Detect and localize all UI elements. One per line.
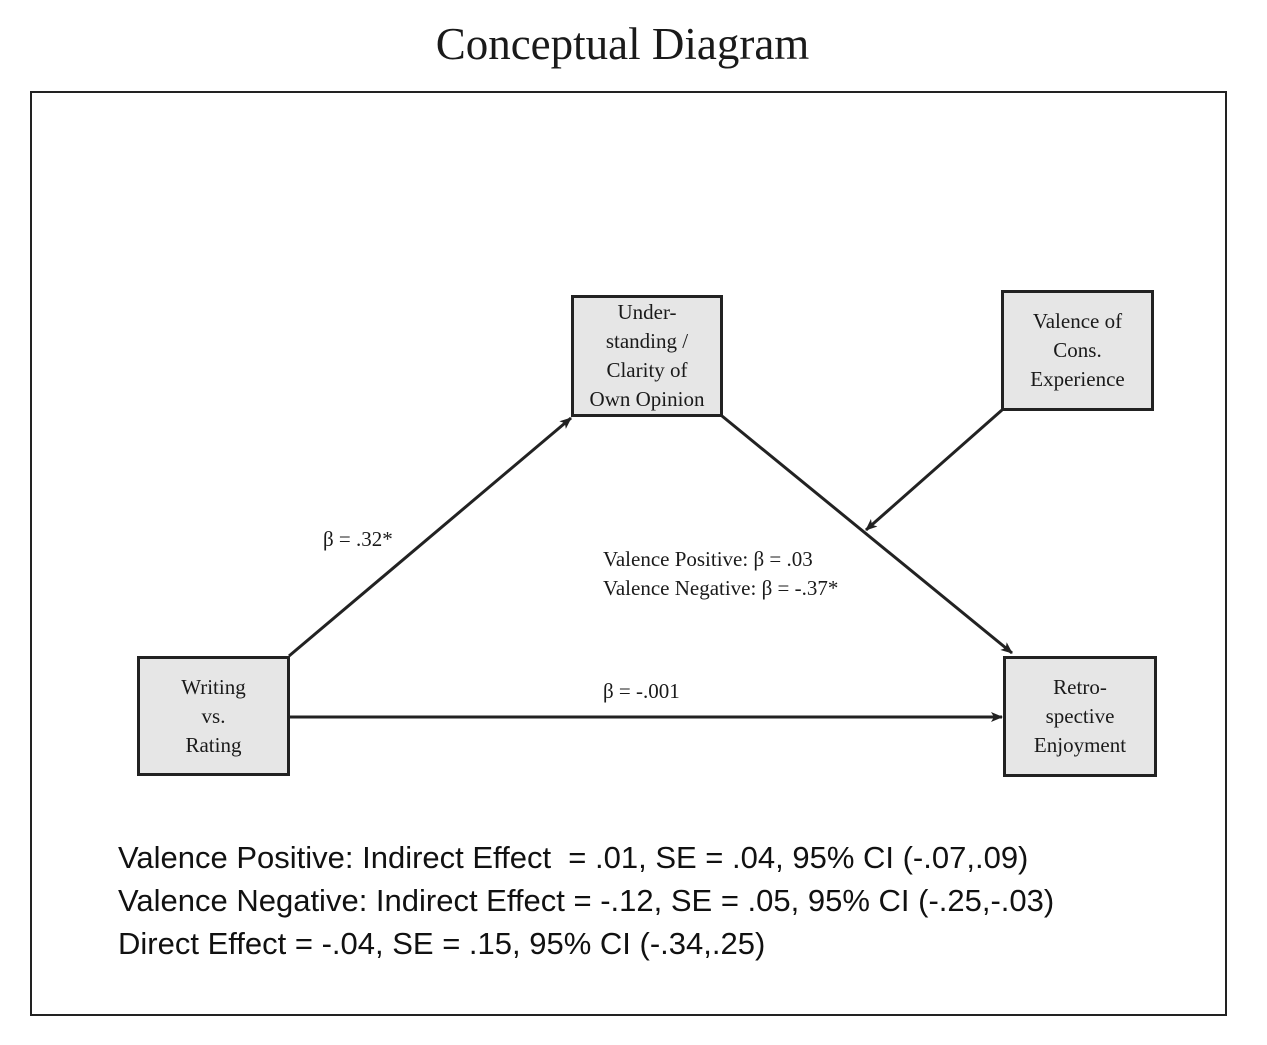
- direct-effect: Direct Effect = -.04, SE = .15, 95% CI (…: [118, 926, 766, 961]
- arrow-x-to-mediator: [288, 416, 572, 658]
- node-understanding-clarity-label: Under- standing / Clarity of Own Opinion: [589, 300, 705, 411]
- indirect-effect-positive: Valence Positive: Indirect Effect = .01,…: [118, 840, 1029, 875]
- b-path-positive-coefficient: Valence Positive: β = .03: [603, 547, 813, 571]
- node-valence-of-experience: Valence of Cons. Experience: [1001, 290, 1154, 411]
- b-path-negative-coefficient: Valence Negative: β = -.37*: [603, 576, 839, 600]
- effects-summary: Valence Positive: Indirect Effect = .01,…: [118, 836, 1054, 965]
- node-writing-vs-rating-label: Writing vs. Rating: [181, 674, 246, 757]
- indirect-effect-negative: Valence Negative: Indirect Effect = -.12…: [118, 883, 1055, 918]
- node-retrospective-enjoyment-label: Retro- spective Enjoyment: [1033, 675, 1127, 757]
- node-understanding-clarity: Under- standing / Clarity of Own Opinion: [571, 295, 723, 417]
- node-retrospective-enjoyment: Retro- spective Enjoyment: [1003, 656, 1157, 777]
- diagram-frame: [30, 91, 1227, 1016]
- node-writing-vs-rating: Writing vs. Rating: [137, 656, 290, 776]
- node-valence-of-experience-label: Valence of Cons. Experience: [1030, 309, 1125, 391]
- direct-path-coefficient: β = -.001: [603, 679, 680, 703]
- diagram-title: Conceptual Diagram: [435, 19, 810, 69]
- arrow-mediator-to-y: [721, 414, 1013, 655]
- arrow-moderator-to-path: [865, 408, 1003, 532]
- a-path-coefficient: β = .32*: [323, 527, 393, 551]
